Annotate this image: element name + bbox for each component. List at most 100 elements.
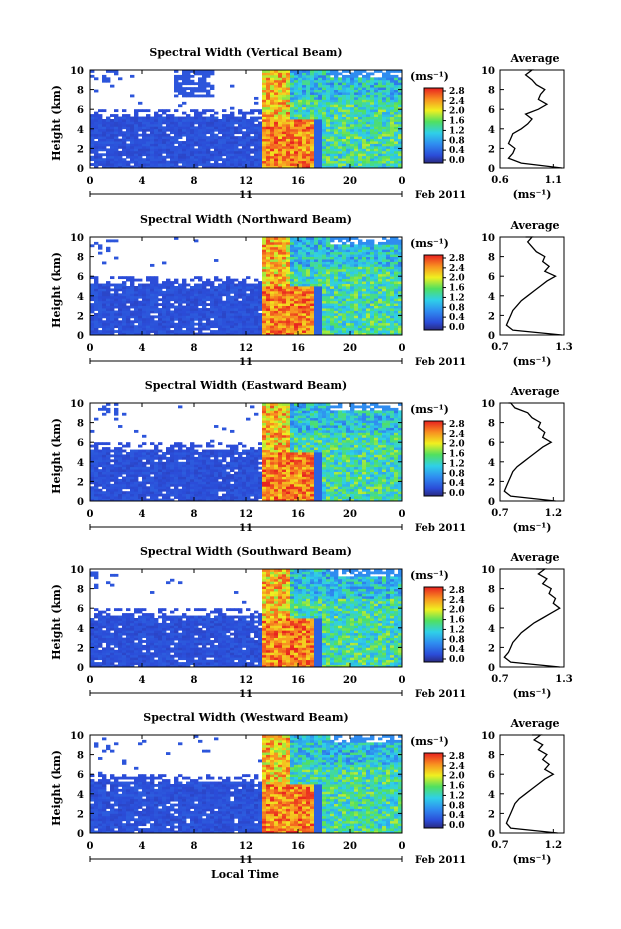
heatmap-cell — [94, 461, 99, 465]
heatmap-cell — [178, 131, 183, 135]
heatmap-cell — [262, 87, 267, 90]
heatmap-cell — [350, 300, 355, 304]
heatmap-cell — [262, 315, 267, 319]
heatmap-cell — [326, 111, 331, 115]
heatmap-cell — [142, 109, 147, 113]
heatmap-cell — [218, 145, 223, 149]
heatmap-cell — [354, 150, 359, 154]
heatmap-cell — [162, 111, 167, 115]
heatmap-cell — [190, 119, 195, 122]
heatmap-cell — [306, 109, 311, 113]
heatmap-cell — [166, 123, 171, 127]
heatmap-cell — [218, 315, 223, 319]
heatmap-cell — [266, 246, 271, 250]
heatmap-cell — [286, 300, 291, 304]
heatmap-cell — [318, 123, 323, 127]
heatmap-cell — [134, 300, 139, 304]
heatmap-cell — [198, 94, 203, 98]
heatmap-cell — [130, 293, 135, 297]
heatmap-cell — [310, 121, 315, 125]
heatmap-cell — [354, 327, 359, 331]
heatmap-cell — [166, 165, 171, 169]
heatmap-cell — [202, 283, 207, 287]
heatmap-cell — [98, 464, 103, 468]
heatmap-cell — [314, 84, 319, 88]
heatmap-cell — [302, 92, 307, 95]
heatmap-cell — [386, 239, 391, 243]
heatmap-cell — [106, 295, 111, 299]
heatmap-cell — [226, 116, 231, 120]
heatmap-cell — [162, 136, 167, 139]
heatmap-cell — [330, 106, 335, 110]
heatmap-cell — [218, 300, 223, 304]
heatmap-cell — [274, 158, 279, 162]
heatmap-cell — [358, 249, 363, 253]
heatmap-cell — [134, 123, 139, 127]
heatmap-cell — [174, 322, 179, 326]
heatmap-cell — [158, 141, 163, 144]
heatmap-cell — [338, 89, 343, 93]
heatmap-cell — [306, 330, 311, 333]
heatmap-cell — [230, 322, 235, 326]
heatmap-cell — [370, 244, 375, 248]
heatmap-cell — [214, 126, 219, 130]
heatmap-cell — [266, 327, 271, 331]
heatmap-cell — [330, 136, 335, 139]
heatmap-cell — [122, 327, 127, 331]
heatmap-cell — [366, 322, 371, 326]
heatmap-cell — [262, 251, 267, 255]
heatmap-cell — [394, 266, 399, 270]
heatmap-cell — [206, 136, 211, 139]
heatmap-cell — [110, 491, 115, 495]
heatmap-cell — [106, 121, 111, 125]
heatmap-cell — [178, 320, 183, 324]
heatmap-cell — [338, 330, 343, 333]
heatmap-cell — [106, 410, 111, 414]
heatmap-cell — [390, 82, 395, 86]
heatmap-cell — [190, 143, 195, 147]
heatmap-cell — [394, 239, 399, 243]
heatmap-cell — [174, 305, 179, 309]
heatmap-cell — [186, 295, 191, 299]
heatmap-cell — [226, 131, 231, 135]
heatmap-cell — [254, 123, 259, 127]
heatmap-cell — [242, 145, 247, 149]
heatmap-cell — [338, 266, 343, 270]
heatmap-cell — [198, 111, 203, 115]
heatmap-cell — [378, 320, 383, 324]
heatmap-cell — [138, 160, 143, 164]
heatmap-cell — [318, 128, 323, 132]
heatmap-cell — [358, 94, 363, 98]
heatmap-cell — [282, 300, 287, 304]
heatmap-cell — [346, 145, 351, 149]
heatmap-cell — [254, 145, 259, 149]
heatmap-cell — [274, 303, 279, 306]
heatmap-cell — [162, 293, 167, 297]
heatmap-cell — [294, 133, 299, 137]
heatmap-cell — [94, 447, 99, 450]
heatmap-cell — [358, 273, 363, 277]
heatmap-cell — [314, 158, 319, 162]
heatmap-cell — [226, 317, 231, 321]
heatmap-cell — [190, 288, 195, 292]
heatmap-cell — [154, 330, 159, 333]
heatmap-cell — [266, 141, 271, 144]
heatmap-cell — [274, 72, 279, 76]
heatmap-cell — [290, 312, 295, 316]
heatmap-cell — [378, 106, 383, 110]
heatmap-cell — [190, 70, 195, 73]
heatmap-cell — [250, 330, 255, 333]
heatmap-cell — [250, 138, 255, 142]
heatmap-cell — [94, 145, 99, 149]
heatmap-cell — [334, 293, 339, 297]
heatmap-cell — [374, 158, 379, 162]
heatmap-cell — [310, 119, 315, 122]
heatmap-cell — [286, 290, 291, 294]
heatmap-cell — [202, 121, 207, 125]
heatmap-cell — [398, 96, 403, 100]
heatmap-cell — [178, 317, 183, 321]
heatmap-cell — [398, 82, 403, 86]
heatmap-cell — [202, 160, 207, 164]
heatmap-cell — [234, 119, 239, 122]
heatmap-cell — [382, 263, 387, 267]
